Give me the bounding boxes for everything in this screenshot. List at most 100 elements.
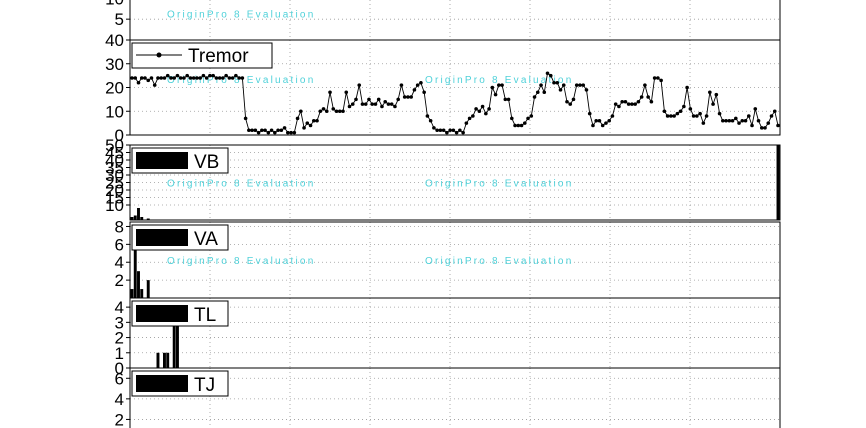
point <box>610 114 615 118</box>
point <box>740 118 745 123</box>
point <box>380 104 384 109</box>
point <box>737 121 741 125</box>
point <box>175 73 180 78</box>
point <box>721 118 725 123</box>
point <box>584 88 589 92</box>
point <box>295 116 300 121</box>
bar <box>162 352 166 368</box>
point <box>587 111 592 116</box>
point <box>750 123 754 128</box>
point <box>243 116 248 121</box>
point <box>214 76 219 80</box>
point <box>646 95 650 99</box>
bar <box>137 208 140 220</box>
point <box>441 128 446 133</box>
point <box>363 102 368 106</box>
point <box>578 83 582 87</box>
y-ticks: 510 <box>105 0 130 29</box>
point <box>454 130 459 135</box>
bar <box>776 145 780 220</box>
point <box>256 130 261 135</box>
point <box>539 83 543 87</box>
point <box>308 123 313 128</box>
y-ticks: 24 6 <box>115 369 130 428</box>
point <box>191 76 196 80</box>
point <box>626 102 631 106</box>
panel-top: OriginPro 8 Evaluation510 <box>105 0 781 41</box>
bar <box>146 218 150 220</box>
point <box>195 76 199 80</box>
point <box>156 76 160 80</box>
point <box>766 121 771 125</box>
point <box>172 76 177 80</box>
point <box>253 128 258 133</box>
point <box>318 109 323 114</box>
h-grid <box>130 306 780 354</box>
point <box>756 118 761 123</box>
legend-bar-swatch <box>136 152 188 169</box>
point <box>165 73 170 78</box>
series-VB <box>130 145 780 220</box>
point <box>633 102 637 106</box>
point <box>659 78 663 83</box>
point <box>250 128 254 133</box>
bar <box>175 322 179 368</box>
y-tick-label: 20 <box>105 79 124 98</box>
point <box>376 97 381 102</box>
point <box>386 102 391 106</box>
point <box>178 76 183 80</box>
v-grid <box>209 368 691 428</box>
y-tick-label: 4 <box>115 298 124 317</box>
point <box>412 88 417 92</box>
bar <box>137 271 140 298</box>
point <box>321 107 326 111</box>
point <box>133 76 138 80</box>
panel-vb: OriginPro 8 Evaluation OriginPro 8 Evalua… <box>105 136 781 221</box>
point <box>594 118 599 123</box>
point <box>763 126 767 130</box>
legend-label: VA <box>194 229 218 250</box>
point <box>548 73 553 78</box>
point <box>399 83 404 87</box>
legend-tl: TL <box>131 300 229 327</box>
point <box>149 76 154 80</box>
point <box>221 76 225 80</box>
point <box>669 114 673 118</box>
point <box>772 109 777 114</box>
point <box>552 80 556 85</box>
legend-tremor: Tremor <box>131 42 273 69</box>
point <box>419 80 423 85</box>
y-tick-label: 6 <box>115 235 124 254</box>
watermark-text: OriginPro 8 Evaluation <box>425 256 573 267</box>
legend-tj: TJ <box>131 370 229 397</box>
y-tick-label: 5 <box>115 10 124 29</box>
point <box>143 76 147 80</box>
bar <box>172 322 176 368</box>
point <box>445 130 449 135</box>
point <box>273 130 277 135</box>
point <box>542 90 547 95</box>
y-tick-label: 30 <box>105 55 124 74</box>
point <box>704 114 709 118</box>
point <box>487 107 491 111</box>
point <box>581 83 586 87</box>
legend-bar-swatch <box>136 229 188 246</box>
y-tick-label: 30 <box>105 166 124 185</box>
point <box>630 102 634 106</box>
point <box>639 95 644 99</box>
point <box>461 130 465 135</box>
watermark-text: OriginPro 8 Evaluation <box>167 178 315 189</box>
series-TL <box>156 322 179 368</box>
y-tick-label: 10 <box>105 102 124 121</box>
point <box>727 118 732 123</box>
h-grid <box>130 152 780 206</box>
point <box>497 83 501 87</box>
point <box>302 126 306 130</box>
y-tick-label: 40 <box>105 151 124 170</box>
point <box>305 121 310 125</box>
point <box>315 118 319 123</box>
y-tick-label: 8 <box>115 217 124 236</box>
point <box>529 114 534 118</box>
point <box>474 107 478 111</box>
